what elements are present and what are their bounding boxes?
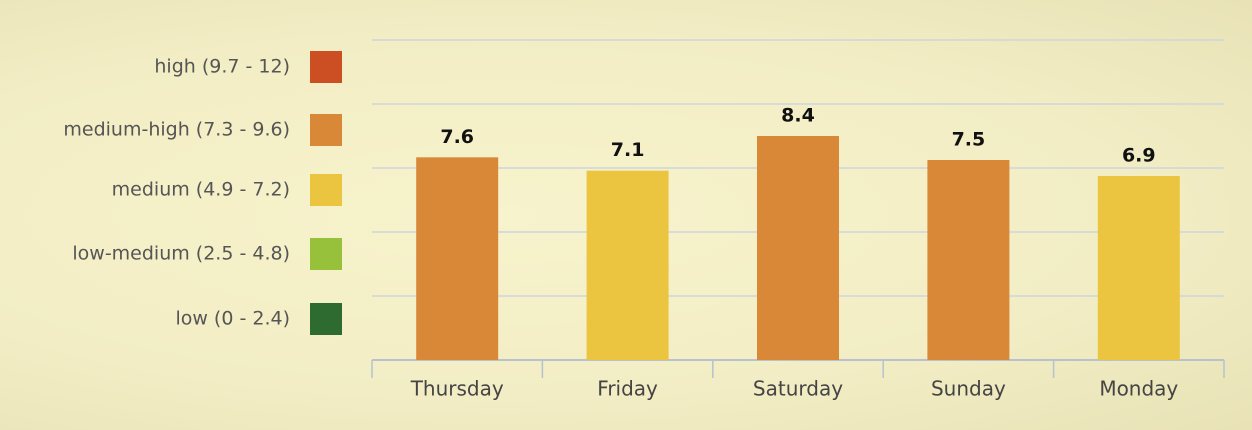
bar <box>927 160 1010 360</box>
x-tick-label: Sunday <box>931 377 1006 401</box>
legend-swatch <box>310 238 342 270</box>
data-label: 7.5 <box>952 129 986 151</box>
legend-swatch <box>310 303 342 335</box>
data-label: 7.6 <box>440 126 474 148</box>
x-tick-label: Thursday <box>410 377 504 401</box>
data-label: 6.9 <box>1122 145 1156 167</box>
legend-label: medium (4.9 - 7.2) <box>112 179 290 201</box>
legend-label: medium-high (7.3 - 9.6) <box>63 119 290 141</box>
bar <box>1097 176 1180 360</box>
legend-swatch <box>310 114 342 146</box>
legend-label: high (9.7 - 12) <box>154 56 290 78</box>
x-tick-label: Friday <box>597 377 658 401</box>
bar <box>416 157 499 360</box>
bar <box>757 136 839 360</box>
legend-label: low-medium (2.5 - 4.8) <box>72 243 290 265</box>
x-tick-label: Saturday <box>753 377 843 401</box>
x-tick-label: Monday <box>1099 377 1178 401</box>
data-label: 7.1 <box>611 139 645 161</box>
legend-label: low (0 - 2.4) <box>175 308 290 330</box>
legend-swatch <box>310 174 342 206</box>
legend-swatch <box>310 51 342 83</box>
bar <box>586 170 669 360</box>
data-label: 8.4 <box>781 105 815 127</box>
